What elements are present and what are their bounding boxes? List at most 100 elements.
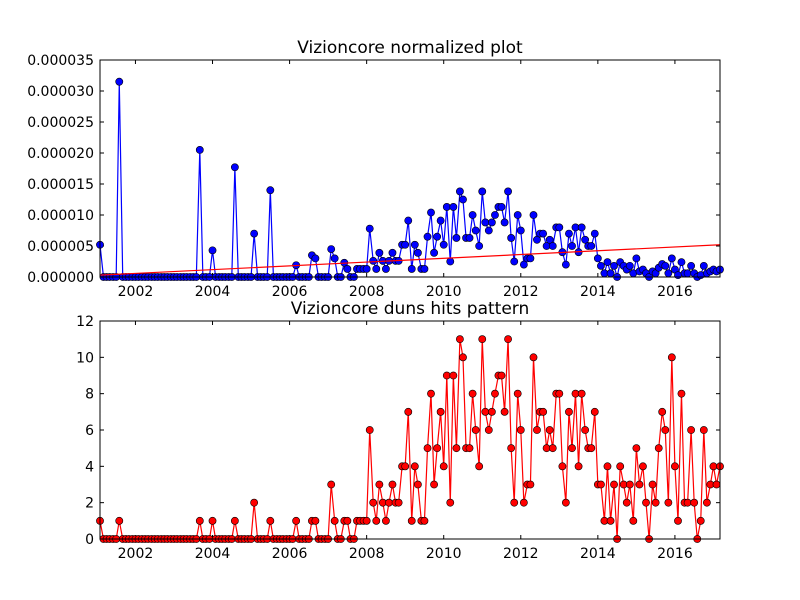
data-point: [533, 235, 541, 244]
data-point: [513, 389, 522, 398]
data-point: [372, 516, 381, 525]
x-tick-label: 2014: [580, 284, 616, 300]
data-point: [516, 226, 525, 235]
data-point: [362, 516, 371, 525]
data-point: [497, 371, 506, 380]
data-point: [442, 371, 451, 380]
data-point: [369, 256, 378, 265]
data-point: [465, 444, 474, 453]
data-point: [500, 218, 509, 227]
data-point: [375, 248, 384, 257]
data-point: [484, 426, 493, 434]
data-point: [574, 462, 583, 471]
data-point: [115, 516, 124, 525]
data-point: [642, 498, 650, 507]
x-tick-label: 2014: [580, 546, 616, 562]
data-point: [581, 235, 590, 244]
y-tick-label: 0.000025: [27, 115, 94, 131]
y-tick-label: 0.000015: [27, 177, 94, 193]
data-point: [330, 254, 339, 263]
data-point: [481, 407, 490, 416]
data-point: [597, 261, 605, 270]
data-point: [468, 211, 477, 219]
data-point: [510, 498, 519, 507]
data-point: [491, 211, 499, 219]
y-tick-label: 0.000000: [27, 270, 94, 286]
data-point: [404, 407, 413, 416]
data-point: [382, 265, 390, 273]
data-point: [507, 234, 516, 242]
data-point: [555, 223, 564, 232]
data-point: [452, 234, 461, 242]
data-point: [230, 163, 239, 172]
data-point: [456, 335, 464, 344]
data-point: [635, 480, 644, 489]
data-point: [362, 265, 371, 273]
y-tick-label: 8: [85, 387, 94, 403]
data-point: [510, 257, 519, 266]
data-point: [375, 480, 384, 489]
data-point: [504, 187, 512, 196]
data-point: [610, 261, 618, 270]
data-point: [590, 229, 599, 238]
data-point: [404, 216, 413, 225]
data-point: [671, 462, 679, 471]
data-point: [683, 498, 692, 507]
data-point: [208, 516, 217, 525]
data-point: [465, 234, 474, 242]
data-point: [388, 248, 397, 257]
data-point: [632, 444, 641, 453]
y-tick-label: 10: [76, 350, 94, 366]
data-point: [625, 480, 634, 489]
data-point: [545, 426, 554, 434]
y-tick-label: 0.000030: [27, 84, 94, 100]
data-point: [471, 226, 480, 235]
data-point: [365, 426, 374, 434]
data-point: [292, 516, 301, 525]
data-point: [539, 407, 548, 416]
data-point: [442, 203, 451, 211]
data-point: [712, 480, 721, 489]
data-point: [484, 226, 493, 235]
data-point: [407, 516, 416, 525]
data-point: [250, 498, 259, 507]
data-point: [661, 261, 670, 270]
data-point: [372, 265, 381, 273]
data-point: [436, 216, 445, 225]
axes-frame: [99, 320, 721, 540]
data-point: [407, 265, 416, 273]
x-tick-label: 2008: [349, 546, 385, 562]
series-line: [99, 339, 721, 540]
data-point: [629, 516, 638, 525]
data-point: [568, 444, 576, 453]
data-point: [410, 240, 419, 249]
data-point: [661, 426, 670, 434]
data-point: [456, 187, 464, 196]
data-point: [343, 516, 352, 525]
data-point: [449, 203, 458, 211]
x-tick-label: 2004: [195, 284, 231, 300]
data-point: [478, 187, 487, 196]
data-point: [330, 516, 339, 525]
x-tick-label: 2010: [426, 546, 462, 562]
data-point: [430, 480, 438, 489]
y-tick-label: 12: [76, 314, 94, 330]
data-point: [577, 389, 586, 398]
x-tick-label: 2012: [503, 546, 539, 562]
data-point: [452, 444, 461, 453]
data-point: [677, 258, 686, 267]
x-tick-label: 2016: [657, 284, 693, 300]
x-tick-label: 2004: [195, 546, 231, 562]
data-point: [667, 254, 676, 263]
data-point: [385, 498, 393, 507]
data-point: [475, 242, 484, 250]
data-point: [587, 444, 596, 453]
data-point: [410, 462, 419, 471]
data-point: [481, 218, 490, 227]
data-point: [674, 516, 682, 525]
data-point: [365, 224, 374, 233]
y-tick-label: 0: [85, 532, 94, 548]
data-point: [433, 232, 442, 241]
x-tick-label: 2008: [349, 284, 385, 300]
